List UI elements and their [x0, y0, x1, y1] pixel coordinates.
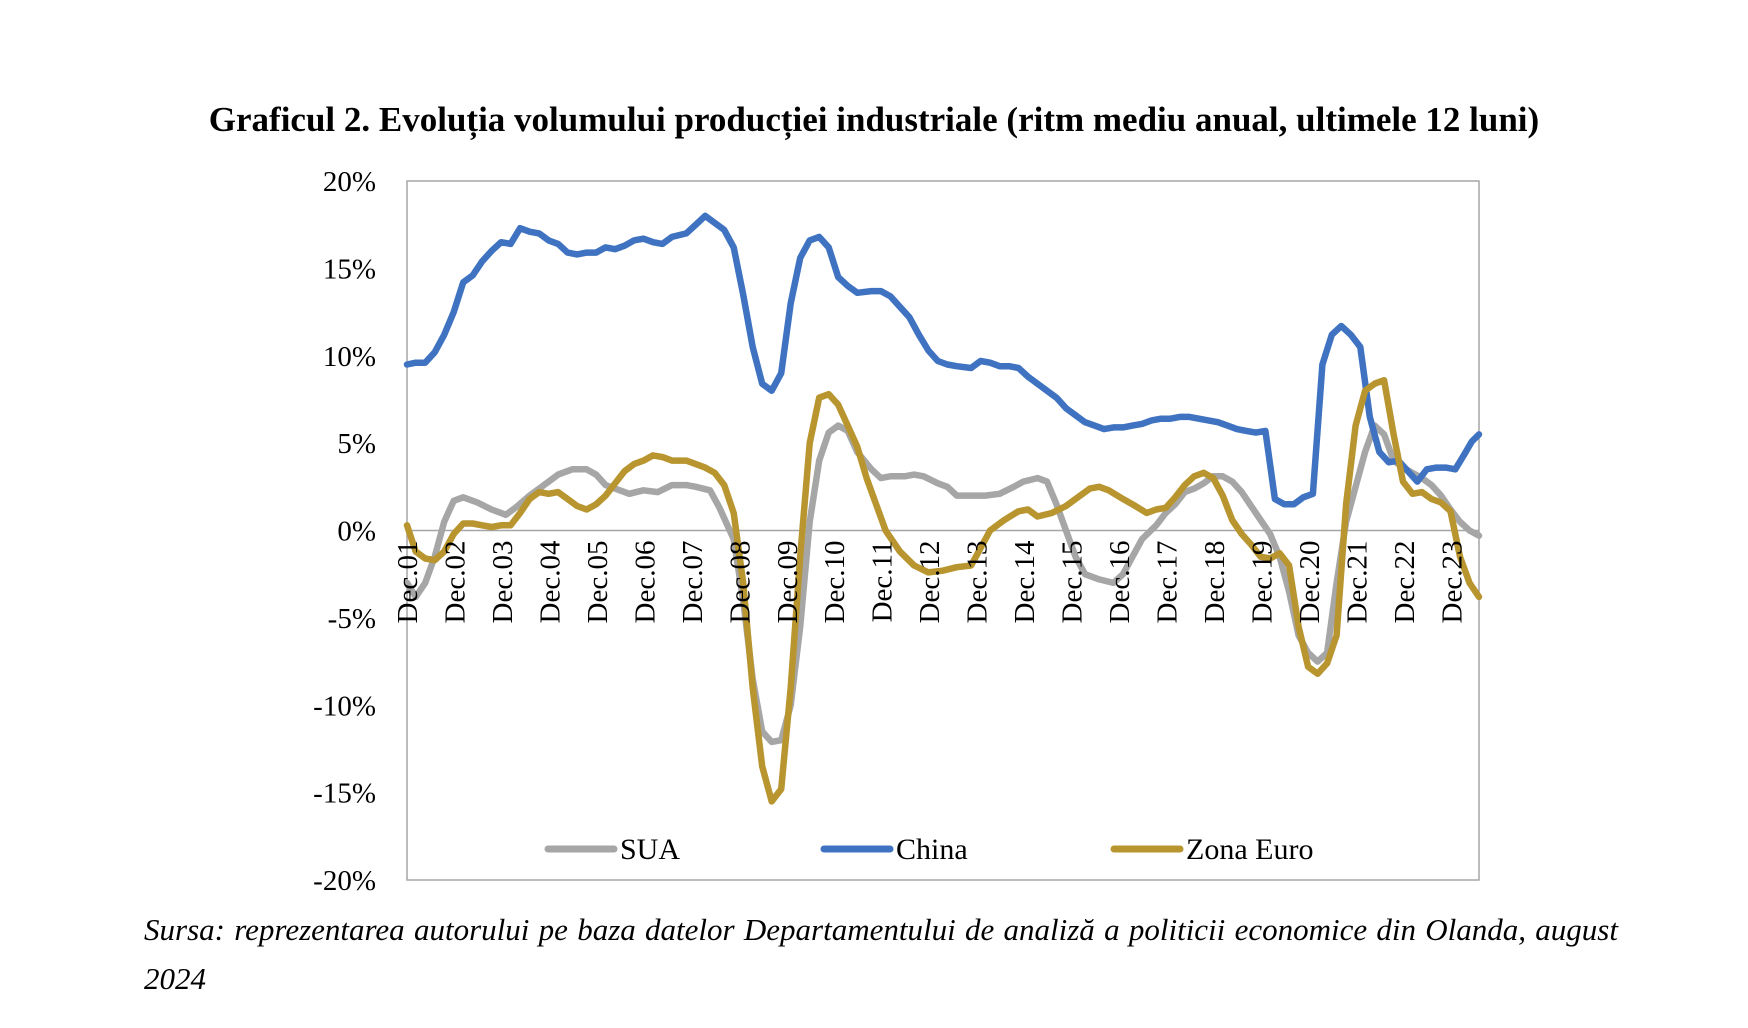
y-tick-label: 15%	[323, 253, 376, 285]
x-tick-label: Dec.12	[914, 541, 946, 624]
y-tick-label: -20%	[313, 865, 376, 897]
legend-label: SUA	[620, 833, 680, 866]
series-line	[403, 212, 1483, 508]
x-tick-label: Dec.03	[487, 541, 519, 624]
y-axis: 20% 15% 10% 5% 0% -5% -10% -15% -20%	[313, 166, 376, 897]
series-lines	[403, 212, 1483, 805]
series-line	[403, 376, 1483, 805]
x-tick-label: Dec.15	[1057, 541, 1089, 624]
x-tick-label: Dec.05	[582, 541, 614, 624]
x-tick-label: Dec.08	[724, 541, 756, 624]
y-tick-label: 10%	[323, 341, 376, 373]
y-tick-label: 20%	[323, 166, 376, 198]
x-tick-label: Dec.11	[867, 541, 899, 623]
x-tick-label: Dec.19	[1246, 541, 1278, 624]
y-tick-label: 0%	[337, 516, 376, 548]
x-tick-label: Dec.04	[534, 540, 566, 623]
x-tick-label: Dec.18	[1199, 541, 1231, 624]
x-tick-label: Dec.07	[677, 541, 709, 624]
x-tick-label: Dec.23	[1436, 541, 1468, 624]
x-tick-label: Dec.09	[772, 541, 804, 624]
x-tick-label: Dec.06	[629, 541, 661, 624]
x-tick-label: Dec.22	[1389, 541, 1421, 624]
chart-title: Graficul 2. Evoluția volumului producție…	[208, 100, 1540, 139]
x-tick-label: Dec.01	[392, 541, 424, 624]
source-note: Sursa: reprezentarea autorului pe baza d…	[144, 912, 1618, 996]
legend-label: Zona Euro	[1186, 833, 1313, 866]
y-tick-label: 5%	[337, 428, 376, 460]
y-tick-label: -5%	[328, 603, 376, 635]
x-tick-label: Dec.17	[1152, 541, 1184, 624]
x-axis: Dec.01 Dec.02 Dec.03 Dec.04 Dec.05 Dec.06 Dec.…	[392, 540, 1468, 623]
x-tick-label: Dec.02	[439, 541, 471, 624]
legend-label: China	[896, 833, 968, 866]
y-tick-label: -10%	[313, 690, 376, 722]
x-tick-label: Dec.10	[819, 541, 851, 624]
legend: SUA China Zona Euro	[544, 833, 1313, 866]
x-tick-label: Dec.16	[1104, 541, 1136, 624]
x-tick-label: Dec.14	[1009, 540, 1041, 623]
x-tick-label: Dec.13	[962, 541, 994, 624]
series-line	[403, 422, 1483, 746]
x-tick-label: Dec.20	[1294, 541, 1326, 624]
y-tick-label: -15%	[313, 778, 376, 810]
x-tick-label: Dec.21	[1341, 541, 1373, 624]
